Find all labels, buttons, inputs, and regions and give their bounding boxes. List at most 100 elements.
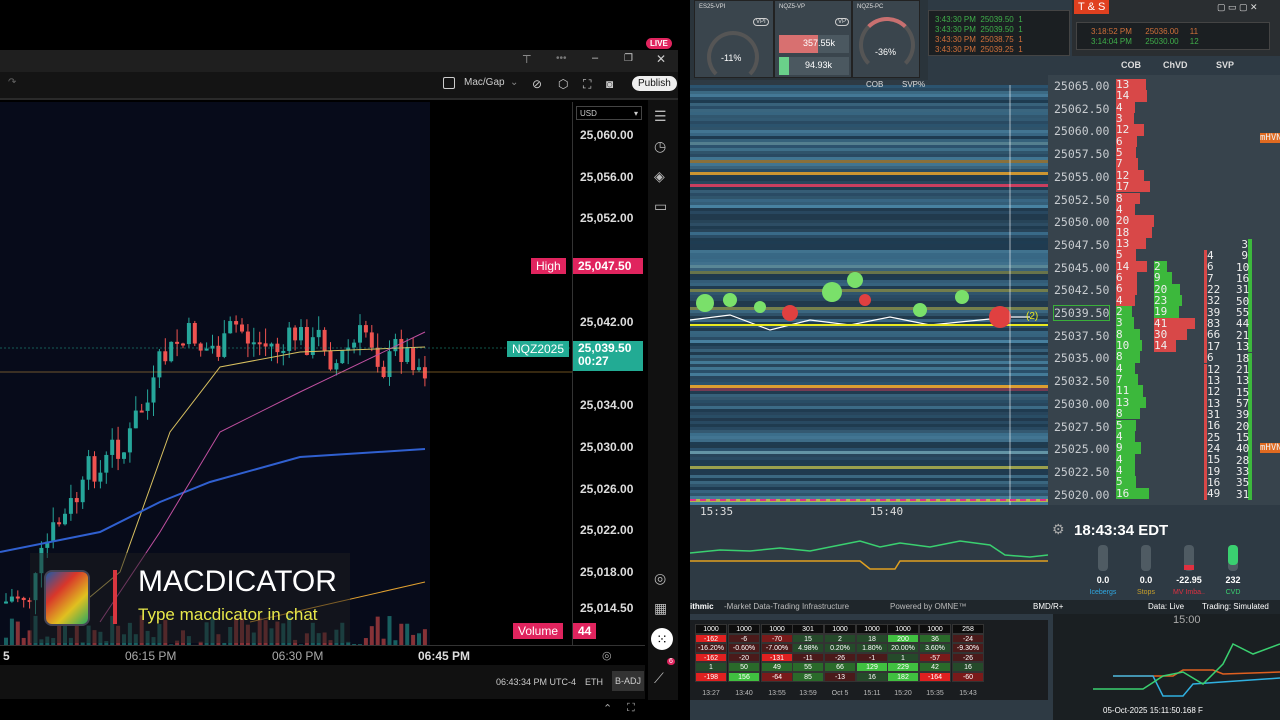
layout-name[interactable]: Mac/Gap: [464, 77, 505, 88]
restore-button[interactable]: ❐: [624, 53, 633, 64]
volume-bar: [4, 637, 8, 645]
window-controls[interactable]: ▢ ▭ ▢ ✕: [1217, 2, 1258, 12]
svp-value: 6: [1204, 352, 1214, 363]
svp-value: 12: [1204, 386, 1220, 398]
sell-volume-bar: 94.93k: [779, 57, 849, 75]
heatmap[interactable]: (2): [690, 85, 1048, 505]
gauge-bar: [1141, 545, 1151, 571]
notification-count: 6: [667, 658, 675, 665]
chevron-down-icon[interactable]: ⌄: [510, 77, 519, 88]
delta-cell: -16.20%: [695, 643, 727, 653]
camera-icon[interactable]: ◙: [606, 77, 614, 91]
price-axis[interactable]: USD ▾ 25,060.00 25,056.00 25,052.00 25,042.0…: [507, 102, 645, 645]
brand: ithmic: [690, 602, 714, 611]
session-button[interactable]: ETH: [585, 677, 603, 687]
pc-widget[interactable]: NQZ5-PC -36%: [852, 0, 920, 78]
indicator-subchart[interactable]: 15:35 15:40: [690, 505, 1048, 600]
candle: [151, 377, 156, 403]
volume-bar: [411, 634, 416, 645]
gear-icon[interactable]: ⚙: [1052, 521, 1065, 537]
pin-icon[interactable]: ⊤: [522, 54, 532, 66]
time-tick: 06:15 PM: [125, 649, 177, 663]
price-tick: 25,014.50: [580, 601, 634, 615]
layers-icon[interactable]: ◈: [654, 168, 665, 184]
volume-bar: [222, 642, 227, 645]
vpi-widget[interactable]: ES25-VPI VPI -11%: [694, 0, 774, 83]
chat-icon[interactable]: ▭: [654, 198, 668, 214]
delta-cell: 1000: [761, 624, 793, 634]
trade-bubble: [913, 303, 927, 317]
redo-icon[interactable]: ↷: [8, 77, 17, 88]
delta-cell: 4.98%: [792, 643, 824, 653]
delta-cell: 129: [856, 662, 888, 672]
cob-value: 20: [1116, 215, 1154, 227]
gauge-ring: [707, 31, 759, 83]
time-tick: 15:35: [700, 505, 734, 518]
ts-title: T & S: [1074, 0, 1110, 14]
mini-chart[interactable]: 15:00 05-Oct-2025 15:11:50.168 F: [1053, 614, 1280, 720]
cob-value: 12: [1116, 124, 1145, 136]
cob-value: 4: [1116, 465, 1135, 476]
candle: [139, 410, 144, 413]
target-icon[interactable]: ◎: [654, 570, 667, 586]
ladder-header: COB ChVD SVP: [1048, 58, 1280, 74]
candle: [234, 321, 239, 325]
cob-value: 6: [1116, 135, 1138, 147]
svp-value: 28: [1236, 454, 1252, 466]
signal-icon[interactable]: ⟋: [654, 670, 664, 686]
delta-cell: -6: [728, 633, 760, 644]
candle: [387, 351, 392, 378]
volume-bar: [299, 644, 303, 645]
svp-value: 31: [1204, 409, 1220, 420]
gear-icon[interactable]: ⬡: [558, 77, 569, 91]
time-tick: 06:30 PM: [272, 649, 324, 663]
table-time: 15:35: [926, 690, 944, 697]
publish-button[interactable]: Publish: [632, 76, 677, 91]
delta-cell: 50: [728, 662, 760, 672]
apps-icon[interactable]: ⁙: [651, 628, 673, 650]
gauge-value: -11%: [721, 53, 742, 63]
chvd-value: 14: [1154, 340, 1176, 352]
clock-icon[interactable]: ◷: [654, 138, 667, 154]
cob-value: 6: [1116, 272, 1138, 283]
more-icon[interactable]: •••: [556, 53, 567, 64]
candle: [169, 341, 174, 362]
price-tick: 25,052.00: [580, 211, 634, 225]
tape-window[interactable]: 3:43:30 PM 25039.50 1 3:43:30 PM 25039.50…: [928, 10, 1070, 56]
svp-value: 16: [1236, 273, 1252, 284]
high-value: 25,047.50: [573, 258, 643, 274]
alert-icon[interactable]: ⊘: [532, 77, 543, 91]
delta-cell: 18: [856, 633, 888, 644]
adjust-button[interactable]: B-ADJ: [612, 671, 645, 691]
vp-widget[interactable]: NQZ5-VP VP 357.55k 94.93k: [774, 0, 852, 78]
minimize-button[interactable]: –: [592, 52, 599, 64]
delta-cell: 55: [792, 662, 824, 672]
layout-checkbox[interactable]: [443, 77, 455, 89]
bar-countdown: 00:27: [578, 354, 609, 368]
currency-select[interactable]: USD ▾: [576, 106, 642, 120]
candle: [287, 327, 292, 351]
settings-icon[interactable]: ◎: [602, 650, 612, 662]
cob-value: 5: [1116, 147, 1136, 158]
ts-window[interactable]: T & S ▢ ▭ ▢ ✕ 3:18:52 PM 25036.00 11 3:14…: [1072, 0, 1280, 56]
svp-value: 15: [1236, 386, 1252, 398]
price-ladder[interactable]: 25065.00 25062.50 25060.00 25057.50 25055.00…: [1048, 75, 1280, 505]
delta-cell: 2: [824, 633, 856, 644]
calendar-icon[interactable]: ▦: [654, 600, 668, 616]
candle: [228, 321, 233, 334]
maximize-icon[interactable]: ⛶: [627, 702, 635, 714]
cob-value: 7: [1116, 374, 1139, 385]
candle: [346, 347, 351, 351]
fullscreen-icon[interactable]: ⛶: [583, 77, 592, 91]
time-axis[interactable]: 5 06:15 PM 06:30 PM 06:45 PM ◎: [0, 645, 645, 665]
ladder-price: 25060.00: [1054, 124, 1110, 139]
candle: [245, 331, 250, 344]
accent-bar: [113, 570, 117, 624]
close-button[interactable]: ✕: [656, 52, 667, 66]
svp-value: 6: [1204, 261, 1214, 273]
watchlist-icon[interactable]: ☰: [654, 108, 667, 124]
chevron-up-icon[interactable]: ⌃: [603, 703, 613, 715]
trade-bubble: [822, 282, 842, 302]
stream-overlay: MACDICATOR Type macdicator in chat: [30, 553, 350, 643]
candle: [74, 498, 79, 503]
